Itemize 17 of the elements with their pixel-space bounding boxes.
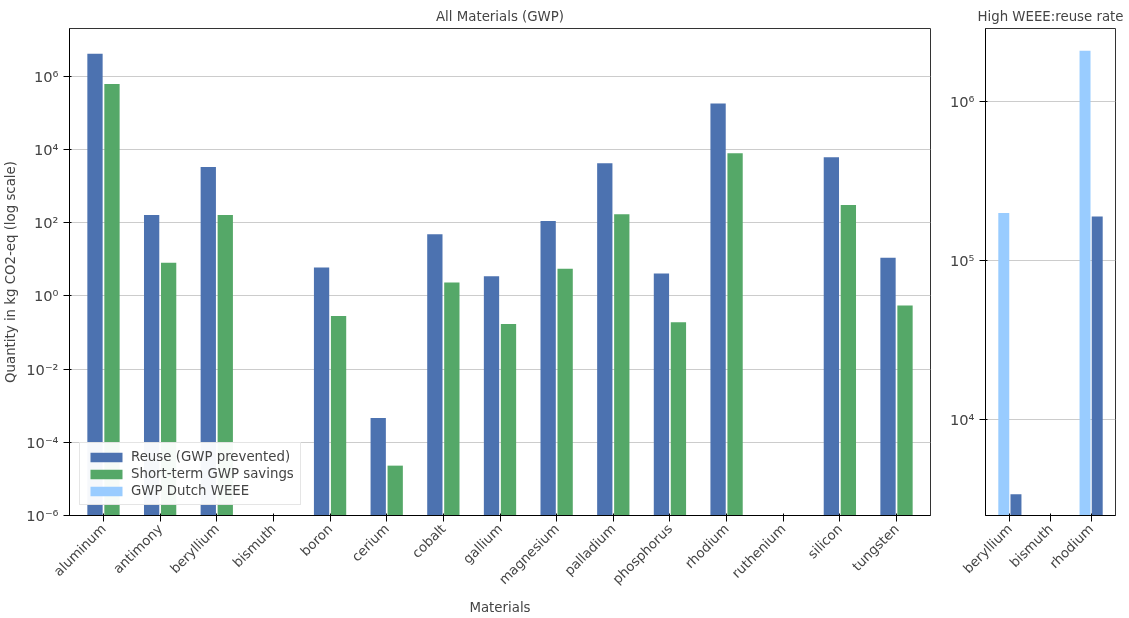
y-tick-label: 10⁻⁴: [26, 433, 59, 451]
y-tick-label: 10⁶: [33, 67, 59, 85]
y-tick-label: 10²: [33, 214, 59, 232]
legend-label: GWP Dutch WEEE: [131, 483, 250, 498]
y-axis-title: Quantity in kg CO2-eq (log scale): [3, 161, 19, 383]
y-tick-label: 10⁶: [949, 93, 975, 111]
y-tick-label: 10⁴: [33, 140, 59, 158]
y-tick-label: 10⁻⁶: [26, 507, 59, 524]
y-tick-label: 10⁵: [949, 252, 975, 270]
chart-title: High WEEE:reuse rate: [977, 8, 1124, 24]
y-tick-label: 10⁴: [949, 411, 975, 429]
chart-title: All Materials (GWP): [435, 8, 565, 24]
legend-label: Reuse (GWP prevented): [131, 449, 291, 464]
x-axis-title: Materials: [469, 600, 531, 616]
legend-label: Short-term GWP savings: [131, 466, 294, 481]
y-tick-label: 10⁻²: [26, 360, 59, 378]
y-tick-label: 10⁰: [33, 287, 59, 305]
